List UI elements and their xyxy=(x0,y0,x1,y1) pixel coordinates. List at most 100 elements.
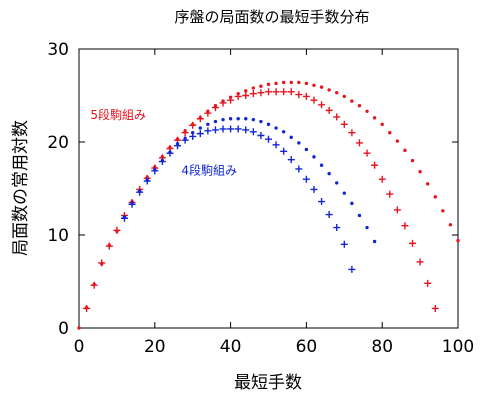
series-3-point-15 xyxy=(236,117,240,121)
series-0-point-40 xyxy=(386,190,394,198)
series-3-point-32 xyxy=(365,225,369,230)
series-3-point-30 xyxy=(350,201,354,206)
series-1-point-12 xyxy=(168,145,172,150)
series-1-point-22 xyxy=(244,89,248,93)
series-0-point-23 xyxy=(257,89,265,97)
series-1-point-36 xyxy=(350,99,354,103)
series-2-point-17 xyxy=(249,128,257,136)
series-3-point-5 xyxy=(160,158,165,163)
series-3-point-0 xyxy=(122,215,127,220)
series-1-point-42 xyxy=(395,139,400,143)
series-3-point-18 xyxy=(259,119,263,124)
series-0-point-44 xyxy=(416,258,424,266)
series-1-point-49 xyxy=(448,223,453,227)
series-0-point-34 xyxy=(340,120,348,128)
series-0-point-42 xyxy=(401,222,409,230)
series-2-point-22 xyxy=(287,156,295,164)
series-2-point-14 xyxy=(227,125,235,133)
series-3-point-16 xyxy=(244,117,248,121)
series-2-point-19 xyxy=(265,135,272,143)
series-1-point-13 xyxy=(175,137,180,141)
series-1-point-25 xyxy=(266,82,271,87)
series-0-point-25 xyxy=(272,88,280,96)
series-0-point-38 xyxy=(371,161,379,169)
y-axis-label: 局面数の常用対数 xyxy=(11,120,31,256)
series-1-point-9 xyxy=(145,175,149,180)
series-3-point-20 xyxy=(274,126,278,130)
y-tick-label-1: 10 xyxy=(47,226,69,246)
data-marks xyxy=(77,80,460,330)
x-tick-label-5: 100 xyxy=(442,337,474,357)
series-1-point-1 xyxy=(84,305,89,310)
x-tick-label-0: 0 xyxy=(74,337,85,357)
series-0-point-22 xyxy=(249,90,257,98)
series-0-point-30 xyxy=(310,96,318,104)
series-1-point-4 xyxy=(107,243,112,247)
series-1-point-5 xyxy=(115,229,119,233)
series-3-point-33 xyxy=(372,239,377,244)
series-0-point-31 xyxy=(318,101,326,109)
series-3-point-7 xyxy=(175,142,180,146)
series-3-point-10 xyxy=(198,126,202,130)
series-1-point-14 xyxy=(183,129,187,133)
chart-title: 序盤の局面数の最短手数分布 xyxy=(174,8,369,26)
series-0-point-46 xyxy=(431,304,439,312)
series-1-point-11 xyxy=(160,155,165,159)
series-1-point-31 xyxy=(312,83,316,87)
series-2-point-27 xyxy=(325,211,333,219)
series-0-point-41 xyxy=(393,206,401,214)
series-0-point-29 xyxy=(302,92,310,100)
series-0-point-39 xyxy=(378,175,386,183)
series-3-point-12 xyxy=(213,119,218,124)
series-2-point-15 xyxy=(234,125,242,133)
series-2-point-23 xyxy=(295,165,303,173)
x-tick-label-2: 40 xyxy=(220,337,242,357)
x-axis-label: 最短手数 xyxy=(234,373,302,393)
series-3-point-13 xyxy=(221,117,225,122)
plot-frame xyxy=(78,48,459,329)
series-1-point-44 xyxy=(410,158,415,163)
series-1-point-45 xyxy=(418,170,422,174)
series-1-point-15 xyxy=(191,122,195,127)
series-3-point-17 xyxy=(251,117,256,122)
series-1-point-37 xyxy=(357,104,362,108)
annotation-0: 5段駒組み xyxy=(90,107,146,122)
series-2 xyxy=(120,125,356,273)
series-0-point-24 xyxy=(265,88,272,96)
series-2-point-24 xyxy=(302,175,310,183)
series-3-point-26 xyxy=(319,163,324,167)
series-2-point-12 xyxy=(211,126,219,134)
series-1-point-40 xyxy=(380,122,384,127)
series-2-point-10 xyxy=(196,130,204,138)
series-3-point-24 xyxy=(304,147,309,152)
series-0-point-26 xyxy=(280,88,288,96)
series-1-point-50 xyxy=(456,238,460,243)
series-3-point-21 xyxy=(281,130,286,134)
series-1-point-32 xyxy=(319,85,324,89)
series-1-point-2 xyxy=(92,282,96,286)
series-2-point-11 xyxy=(204,127,212,135)
series-2-point-25 xyxy=(310,185,318,193)
y-tick-label-0: 0 xyxy=(58,319,69,339)
series-0-point-35 xyxy=(348,129,356,137)
series-1-point-10 xyxy=(153,165,157,169)
series-0-point-36 xyxy=(355,139,363,147)
series-3-point-22 xyxy=(289,135,293,140)
series-1-point-0 xyxy=(77,326,81,330)
series-3-point-25 xyxy=(312,155,316,159)
series-2-point-30 xyxy=(348,265,356,273)
series-0-point-27 xyxy=(287,88,295,96)
series-1-point-19 xyxy=(221,99,225,103)
series-0-point-33 xyxy=(333,113,341,121)
series-3-point-2 xyxy=(137,189,142,193)
series-0-point-21 xyxy=(242,92,250,99)
series-3-point-6 xyxy=(168,150,172,154)
axis-ticks: 0 20 40 60 80 100 0 10 20 30 xyxy=(47,40,474,357)
series-3-point-3 xyxy=(145,178,149,182)
series-3-point-11 xyxy=(206,122,210,127)
series-1-point-23 xyxy=(251,86,256,90)
series-3-point-8 xyxy=(183,136,187,140)
series-2-point-29 xyxy=(340,240,348,248)
series-0-point-37 xyxy=(363,149,371,157)
